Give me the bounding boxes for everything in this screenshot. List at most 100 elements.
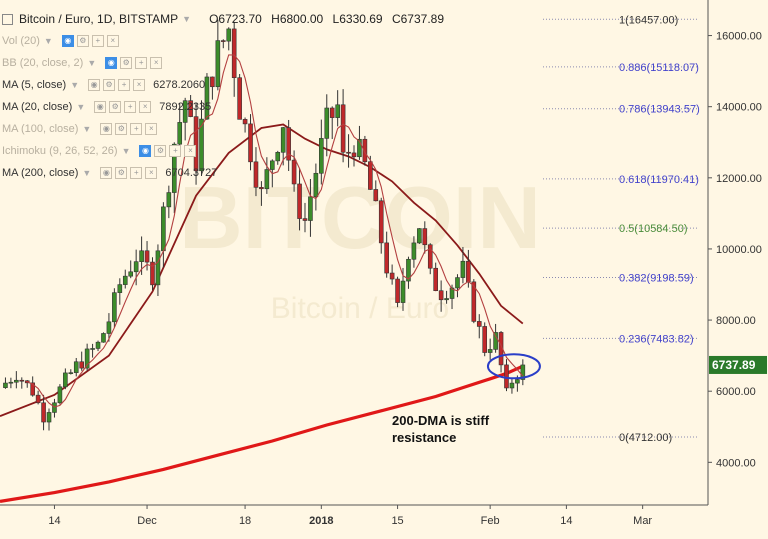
candle-body — [493, 332, 498, 350]
settings-icon[interactable]: ⚙ — [103, 79, 116, 91]
annotation-line1: 200-DMA is stiff — [392, 413, 490, 428]
indicator-row[interactable]: MA (5, close) ▼ ◉ ⚙ + × 6278.2060 — [2, 74, 450, 96]
candle-body — [95, 341, 101, 349]
candle-body — [199, 118, 204, 172]
candle-body — [3, 382, 8, 388]
add-icon[interactable]: + — [130, 167, 143, 179]
close-icon[interactable]: × — [139, 101, 152, 113]
candle-body — [68, 372, 74, 374]
chevron-down-icon[interactable]: ▼ — [76, 102, 86, 112]
price-tick-label: 6000.00 — [716, 386, 756, 398]
candle-body — [171, 143, 177, 193]
settings-icon[interactable]: ⚙ — [115, 123, 128, 135]
annotation: 200-DMA is stiff resistance — [392, 413, 490, 445]
candle-body — [204, 76, 210, 120]
candle-body — [41, 402, 46, 423]
eye-icon[interactable]: ◉ — [94, 101, 107, 113]
close-icon[interactable]: × — [106, 35, 119, 47]
indicator-row[interactable]: MA (200, close) ▼ ◉ ⚙ + × 6704.3727 — [2, 162, 450, 184]
indicator-row[interactable]: Ichimoku (9, 26, 52, 26) ▼ ◉ ⚙ + × — [2, 140, 450, 162]
settings-icon[interactable]: ⚙ — [76, 35, 89, 47]
eye-icon[interactable]: ◉ — [100, 167, 113, 179]
candle-body — [313, 172, 319, 198]
candle-body — [182, 100, 188, 123]
fib-label: 0(4712.00) — [619, 432, 672, 444]
chevron-down-icon[interactable]: ▼ — [70, 80, 80, 90]
indicator-row[interactable]: BB (20, close, 2) ▼ ◉ ⚙ + × — [2, 52, 450, 74]
close-icon[interactable]: × — [145, 167, 158, 179]
chevron-down-icon[interactable]: ▼ — [43, 36, 53, 46]
candle-body — [422, 228, 428, 246]
ohlc-values: O6723.70 H6800.00 L6330.69 C6737.89 — [209, 12, 450, 26]
candle-body — [259, 187, 264, 190]
time-tick-label: 18 — [239, 515, 251, 527]
indicator-name: BB (20, close, 2) — [2, 57, 84, 69]
price-axis[interactable]: 4000.00 6000.00 8000.00 10000.00 12000.00 140… — [707, 0, 768, 534]
indicator-name: Ichimoku (9, 26, 52, 26) — [2, 145, 118, 157]
settings-icon[interactable]: ⚙ — [120, 57, 133, 69]
time-tick-label: 2018 — [309, 515, 333, 527]
settings-icon[interactable]: ⚙ — [109, 101, 122, 113]
indicator-row[interactable]: Vol (20) ▼ ◉ ⚙ + × — [2, 30, 450, 52]
chevron-down-icon[interactable]: ▼ — [82, 124, 92, 134]
time-tick-label: Dec — [137, 515, 157, 527]
candle-body — [455, 277, 460, 289]
candle-body — [444, 298, 449, 301]
candle-body — [79, 361, 84, 369]
candle-body — [286, 127, 291, 161]
indicator-row[interactable]: MA (20, close) ▼ ◉ ⚙ + × 7892.2335 — [2, 96, 450, 118]
time-tick-label: Feb — [481, 515, 500, 527]
indicator-name: MA (5, close) — [2, 79, 67, 91]
candle-body — [210, 76, 215, 88]
chevron-down-icon[interactable]: ▼ — [87, 58, 97, 68]
time-axis[interactable]: 14 Dec 18 2018 15 Feb 14 Mar — [0, 504, 708, 527]
candle-body — [378, 200, 384, 244]
chevron-down-icon[interactable]: ▼ — [182, 14, 192, 24]
candle-body — [417, 228, 422, 244]
candle-body — [226, 28, 232, 42]
add-icon[interactable]: + — [135, 57, 148, 69]
candle-body — [368, 161, 373, 190]
watermark: BITCOIN Bitcoin / Euro — [179, 168, 541, 325]
candle-body — [297, 183, 302, 219]
candle-body — [275, 152, 281, 162]
add-icon[interactable]: + — [130, 123, 143, 135]
settings-icon[interactable]: ⚙ — [115, 167, 128, 179]
candle-body — [84, 348, 90, 369]
chevron-down-icon[interactable]: ▼ — [82, 168, 92, 178]
indicator-value: 7892.2335 — [159, 101, 212, 113]
eye-icon[interactable]: ◉ — [139, 145, 152, 157]
eye-icon[interactable]: ◉ — [61, 35, 74, 47]
add-icon[interactable]: + — [91, 35, 104, 47]
collapse-square-icon[interactable] — [2, 13, 13, 25]
fib-label: 0.786(13943.57) — [619, 104, 700, 116]
chevron-down-icon[interactable]: ▼ — [121, 146, 131, 156]
candle-body — [166, 192, 172, 208]
close-icon[interactable]: × — [150, 57, 163, 69]
add-icon[interactable]: + — [124, 101, 137, 113]
candle-body — [466, 260, 471, 283]
ma200-layer — [0, 364, 524, 503]
close-icon[interactable]: × — [145, 123, 158, 135]
eye-icon[interactable]: ◉ — [105, 57, 118, 69]
candle-body — [509, 382, 515, 389]
add-icon[interactable]: + — [118, 79, 131, 91]
price-tick-label: 4000.00 — [716, 457, 756, 469]
candle-body — [460, 260, 466, 278]
time-tick-label: 15 — [391, 515, 403, 527]
candle-body — [482, 326, 488, 353]
eye-icon[interactable]: ◉ — [100, 123, 113, 135]
ma5-layer — [26, 54, 524, 408]
settings-icon[interactable]: ⚙ — [154, 145, 167, 157]
eye-icon[interactable]: ◉ — [88, 79, 101, 91]
time-tick-label: 14 — [560, 515, 572, 527]
indicator-list: Vol (20) ▼ ◉ ⚙ + × BB (20, close, 2) ▼ ◉ ⚙ + × MA (5… — [2, 30, 450, 184]
candle-body — [35, 394, 41, 404]
close-icon[interactable]: × — [133, 79, 146, 91]
symbol-header[interactable]: Bitcoin / Euro, 1D, BITSTAMP ▼ O6723.70 … — [2, 8, 450, 30]
add-icon[interactable]: + — [169, 145, 182, 157]
indicator-row[interactable]: MA (100, close) ▼ ◉ ⚙ + × — [2, 118, 450, 140]
close-icon[interactable]: × — [184, 145, 197, 157]
